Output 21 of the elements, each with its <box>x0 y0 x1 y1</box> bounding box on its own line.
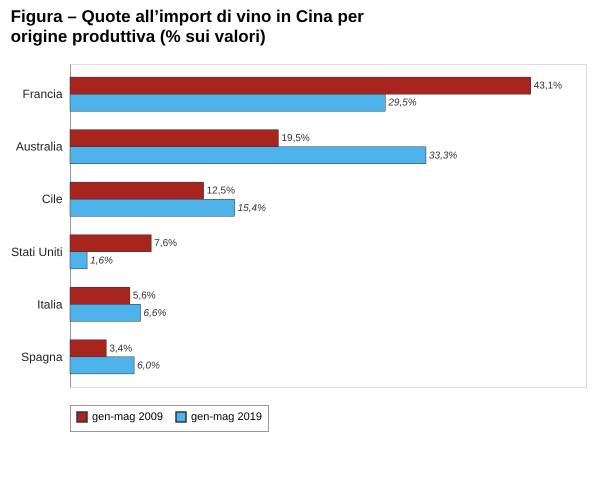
y-tick-label: Stati Uniti <box>11 244 62 259</box>
y-tick-label: Francia <box>22 87 63 102</box>
y-tick-label: Cile <box>42 192 63 206</box>
data-label: 33,3% <box>428 150 458 162</box>
chart-title: Figura – Quote all’import di vino in Cina per origine produttiva (% sui valori) <box>10 7 364 46</box>
data-label: 7,6% <box>154 238 178 250</box>
data-label: 43,1% <box>534 80 562 92</box>
data-label: 6,0% <box>137 360 160 372</box>
y-tick-label: Spagna <box>21 350 63 364</box>
y-tick-label: Australia <box>16 140 63 154</box>
data-label: 19,5% <box>281 133 310 144</box>
data-label: 1,6% <box>90 255 114 266</box>
data-label: 5,6% <box>132 290 156 302</box>
data-label: 12,5% <box>206 186 236 197</box>
data-label: 3,4% <box>109 343 132 354</box>
legend-label: gen-mag 2009 <box>92 411 163 423</box>
data-label: 15,4% <box>238 202 266 214</box>
y-tick-label: Italia <box>37 297 63 312</box>
data-label: 6,6% <box>144 308 166 319</box>
data-label: 29,5% <box>387 98 417 109</box>
legend-label: gen-mag 2019 <box>191 411 262 423</box>
